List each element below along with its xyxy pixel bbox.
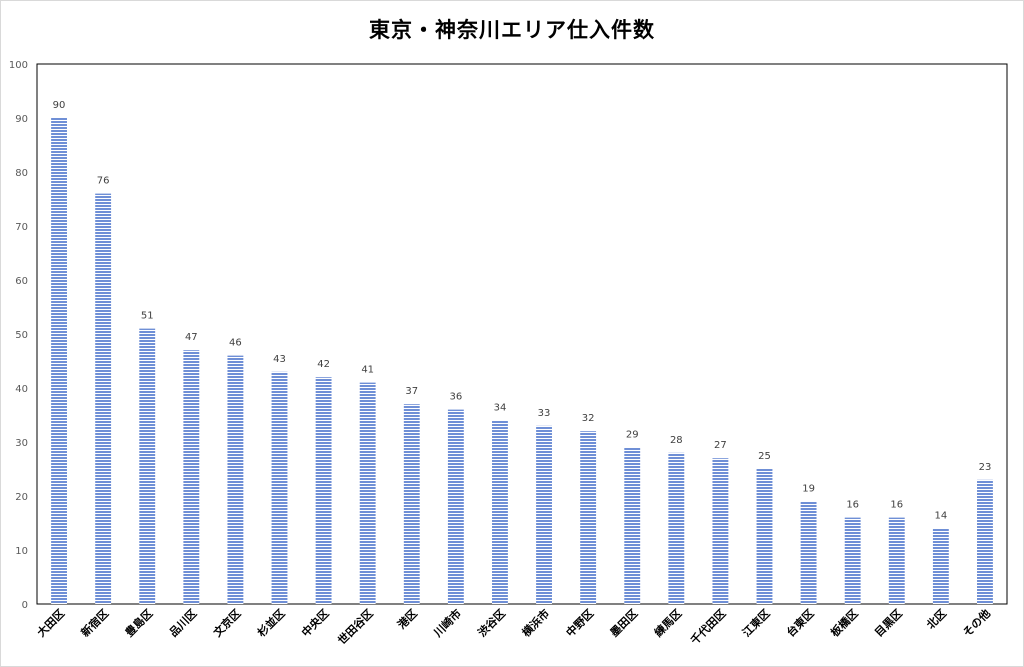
bar xyxy=(183,350,200,604)
y-tick-label: 90 xyxy=(15,114,28,125)
category-label: 台東区 xyxy=(783,606,816,639)
data-label: 43 xyxy=(273,354,286,365)
category-label: 杉並区 xyxy=(254,606,287,639)
category-label: 豊島区 xyxy=(122,606,155,639)
data-label: 28 xyxy=(670,435,683,446)
data-labels: 90 76 51 47 46 43 42 41 37 36 34 33 32 29 28 27 25 19 16 16… xyxy=(53,100,992,521)
category-label: 中央区 xyxy=(298,606,331,639)
bar xyxy=(359,382,376,604)
data-label: 42 xyxy=(317,359,330,370)
bar xyxy=(447,409,464,604)
category-label: 千代田区 xyxy=(688,606,729,647)
data-label: 41 xyxy=(361,365,374,376)
bar xyxy=(403,404,420,604)
data-label: 90 xyxy=(53,100,66,111)
category-label: 目黒区 xyxy=(872,607,905,640)
category-label: 練馬区 xyxy=(651,606,684,639)
category-label: 世田谷区 xyxy=(335,606,376,647)
y-tick-label: 60 xyxy=(15,276,28,287)
category-label: 新宿区 xyxy=(78,606,111,639)
bar xyxy=(536,425,552,604)
data-label: 37 xyxy=(405,386,418,397)
bar xyxy=(712,458,729,604)
category-label: 川崎市 xyxy=(430,606,464,640)
data-label: 19 xyxy=(802,483,815,494)
category-label: 墨田区 xyxy=(608,607,641,640)
category-label: 港区 xyxy=(394,606,419,631)
data-label: 32 xyxy=(582,413,595,424)
category-label: 江東区 xyxy=(739,606,772,639)
data-label: 14 xyxy=(934,510,947,521)
y-axis-ticks: 0 10 20 30 40 50 60 70 80 90 100 xyxy=(9,60,28,611)
category-label: その他 xyxy=(960,606,993,639)
bars xyxy=(51,118,993,604)
category-label: 横浜市 xyxy=(519,606,552,639)
bar xyxy=(888,517,905,604)
bar xyxy=(95,193,112,604)
category-labels: 大田区 新宿区 豊島区 品川区 文京区 杉並区 中央区 世田谷区 港区 川崎市 渋谷区 横浜市 中野区墨… xyxy=(34,606,993,647)
y-tick-label: 70 xyxy=(15,222,28,233)
plot-area xyxy=(36,63,1008,605)
category-label: 大田区 xyxy=(34,606,67,639)
data-label: 16 xyxy=(890,500,903,511)
y-tick-label: 40 xyxy=(15,384,28,395)
data-label: 46 xyxy=(229,338,242,349)
bar xyxy=(315,377,332,604)
category-label: 北区 xyxy=(924,606,949,631)
data-label: 25 xyxy=(758,451,771,462)
bar xyxy=(492,420,508,604)
data-label: 51 xyxy=(141,311,154,322)
bar xyxy=(51,118,67,604)
y-tick-label: 0 xyxy=(22,600,28,611)
y-tick-label: 80 xyxy=(15,168,28,179)
bar xyxy=(580,431,597,604)
bar xyxy=(756,469,773,604)
category-label: 中野区 xyxy=(563,606,596,639)
y-tick-label: 10 xyxy=(15,546,28,557)
data-label: 27 xyxy=(714,440,727,451)
bar xyxy=(624,447,641,604)
bar xyxy=(932,528,949,604)
bar xyxy=(139,328,156,604)
category-label: 板橋区 xyxy=(828,606,861,639)
data-label: 36 xyxy=(449,392,462,403)
y-tick-label: 50 xyxy=(15,330,28,341)
y-tick-label: 20 xyxy=(15,492,28,503)
y-tick-label: 30 xyxy=(15,438,28,449)
bar xyxy=(271,371,288,604)
chart-title: 東京・神奈川エリア仕入件数 xyxy=(369,18,655,42)
y-tick-label: 100 xyxy=(9,60,28,71)
data-label: 34 xyxy=(494,402,507,413)
data-label: 16 xyxy=(846,500,859,511)
bar xyxy=(800,501,817,604)
category-label: 品川区 xyxy=(167,607,200,640)
category-label: 渋谷区 xyxy=(475,606,508,639)
data-label: 47 xyxy=(185,332,198,343)
data-label: 33 xyxy=(538,408,551,419)
bar xyxy=(668,452,685,604)
category-label: 文京区 xyxy=(210,606,243,639)
data-label: 23 xyxy=(979,462,992,473)
bar xyxy=(227,355,244,604)
data-label: 29 xyxy=(626,429,639,440)
bar xyxy=(844,517,861,604)
data-label: 76 xyxy=(97,176,110,187)
bar xyxy=(977,479,993,604)
